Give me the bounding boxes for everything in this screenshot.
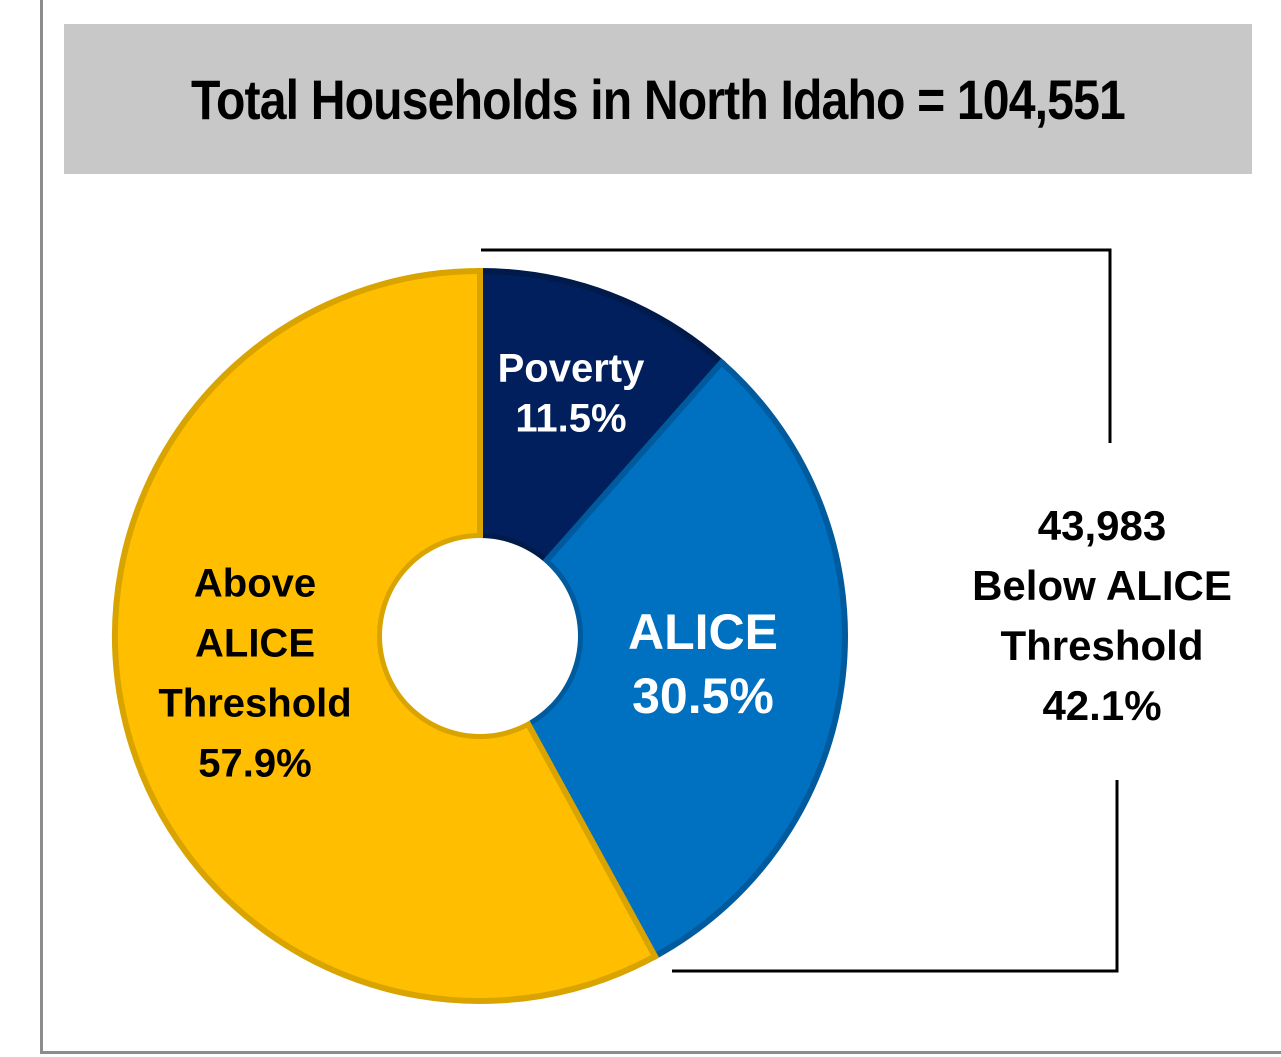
bracket-annotation-line: 43,983 <box>1038 502 1166 549</box>
bracket-line-bottom <box>672 780 1119 973</box>
bracket-annotation-line: Threshold <box>1000 622 1203 669</box>
slice-label-line: 11.5% <box>515 396 626 440</box>
bracket-annotation-line: 42.1% <box>1042 682 1161 729</box>
bracket-line-top <box>481 248 1112 443</box>
donut-hole <box>382 538 578 734</box>
slice-label-line: ALICE <box>195 621 315 665</box>
slice-label-poverty: Poverty 11.5% <box>498 346 645 440</box>
slice-label-line: Above <box>194 561 316 605</box>
slice-poverty <box>477 267 726 566</box>
title-bar: Total Households in North Idaho = 104,55… <box>64 24 1252 174</box>
slice-alice <box>523 358 848 961</box>
bracket-group: 43,983 Below ALICE Threshold 42.1% <box>481 248 1232 973</box>
chart-frame <box>40 0 1281 1054</box>
slice-label-above-alice-threshold: Above ALICE Threshold 57.9% <box>158 561 351 785</box>
slice-label-line: Threshold <box>158 681 351 725</box>
slice-above-alice-threshold <box>112 267 660 1004</box>
chart-title: Total Households in North Idaho = 104,55… <box>191 67 1126 131</box>
bracket-annotation: 43,983 Below ALICE Threshold 42.1% <box>972 502 1232 729</box>
slice-label-line: 30.5% <box>632 668 774 724</box>
slice-label-line: 57.9% <box>198 741 311 785</box>
slices-group <box>112 267 848 1004</box>
bracket-annotation-line: Below ALICE <box>972 562 1232 609</box>
slice-label-alice: ALICE 30.5% <box>628 604 778 724</box>
slice-label-line: Poverty <box>498 346 645 390</box>
slice-label-line: ALICE <box>628 604 778 660</box>
slice-labels-group: Poverty 11.5% ALICE 30.5% Above ALICE Threshol… <box>158 346 778 785</box>
